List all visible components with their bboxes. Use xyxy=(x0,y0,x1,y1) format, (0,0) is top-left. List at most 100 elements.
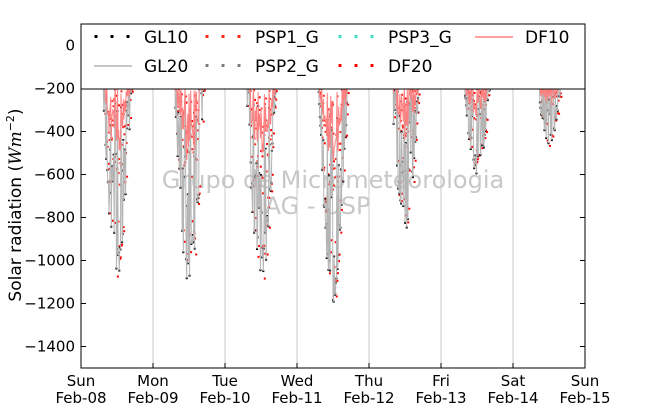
df20-point xyxy=(340,208,343,211)
psp1-point xyxy=(401,93,404,96)
df20-point xyxy=(115,94,118,97)
psp1-point xyxy=(477,113,480,116)
psp1-point xyxy=(113,98,116,101)
df20-point xyxy=(190,251,193,254)
psp1-point xyxy=(319,93,322,96)
df20-point xyxy=(121,103,124,106)
df20-point xyxy=(271,190,274,193)
psp1-point xyxy=(269,138,272,141)
y-axis-label-text: Solar radiation ( xyxy=(6,165,26,302)
df20-point xyxy=(397,159,400,162)
psp1-point xyxy=(265,97,268,100)
df20-point xyxy=(338,253,341,256)
df20-point xyxy=(263,277,266,280)
psp1-point xyxy=(122,126,125,129)
df20-point xyxy=(110,138,113,141)
psp1-point xyxy=(337,180,340,183)
df20-point xyxy=(418,102,421,105)
x-tick-label-day: Sat xyxy=(501,372,526,390)
psp1-point xyxy=(108,138,111,141)
psp1-point xyxy=(332,167,335,170)
legend-label: GL20 xyxy=(144,57,188,77)
psp1-point xyxy=(258,109,261,112)
df20-point xyxy=(186,258,189,261)
df20-point xyxy=(183,240,186,243)
psp1-point xyxy=(191,148,194,151)
df20-point xyxy=(272,146,275,149)
df20-point xyxy=(125,141,128,144)
legend-marker-swatch xyxy=(94,35,98,38)
y-tick-label: −1200 xyxy=(24,295,75,313)
legend-marker-swatch xyxy=(370,64,374,67)
x-tick-label-date: Feb-14 xyxy=(487,389,538,407)
df20-point xyxy=(185,101,188,104)
df20-point xyxy=(334,241,337,244)
psp1-point xyxy=(250,107,253,110)
psp1-point xyxy=(397,127,400,130)
df20-point xyxy=(330,239,333,242)
y-tick-label: −400 xyxy=(34,123,75,141)
df20-point xyxy=(258,244,261,247)
df20-point xyxy=(400,200,403,203)
psp1-point xyxy=(400,129,403,132)
df20-point xyxy=(111,219,114,222)
df20-point xyxy=(401,192,404,195)
y-axis-label-close: ) xyxy=(6,108,26,115)
legend-item-df20: DF20 xyxy=(338,57,433,77)
df20-point xyxy=(481,147,484,150)
psp1-point xyxy=(111,124,114,127)
df20-point xyxy=(484,137,487,140)
df20-point xyxy=(556,112,559,115)
df20-point xyxy=(266,253,269,256)
legend-box xyxy=(80,23,586,90)
df20-point xyxy=(131,90,134,93)
df20-point xyxy=(486,130,489,133)
y-tick-label: −800 xyxy=(34,209,75,227)
legend-marker-swatch xyxy=(221,64,225,67)
df20-point xyxy=(408,169,411,172)
df20-point xyxy=(336,279,339,282)
legend-marker-swatch xyxy=(338,64,342,67)
df20-point xyxy=(346,134,349,137)
psp1-point xyxy=(254,143,257,146)
legend-marker-swatch xyxy=(237,35,241,38)
x-tick-label-day: Sun xyxy=(67,372,96,390)
psp1-point xyxy=(261,177,264,180)
df20-point xyxy=(122,226,125,229)
psp1-point xyxy=(251,136,254,139)
df20-point xyxy=(319,91,322,94)
df20-point xyxy=(557,99,560,102)
df20-point xyxy=(336,272,339,275)
df20-point xyxy=(123,230,126,233)
df20-point xyxy=(560,95,563,98)
df20-point xyxy=(471,145,474,148)
df20-point xyxy=(256,165,259,168)
psp1-point xyxy=(467,102,470,105)
y-axis: 0 −200 −400 −600 −800 −1000 −1200 −1400 xyxy=(24,37,585,356)
psp1-point xyxy=(321,119,324,122)
df20-point xyxy=(398,194,401,197)
x-tick-label-day: Fri xyxy=(432,372,450,390)
psp1-point xyxy=(194,105,197,108)
x-tick-label-day: Wed xyxy=(281,372,314,390)
df20-point xyxy=(403,170,406,173)
psp1-point xyxy=(330,126,333,129)
psp1-point xyxy=(555,95,558,98)
y-tick-label: −600 xyxy=(34,166,75,184)
x-tick-label-date: Feb-08 xyxy=(55,389,106,407)
df20-point xyxy=(272,132,275,135)
psp1-point xyxy=(117,171,120,174)
x-tick-label-date: Feb-09 xyxy=(127,389,178,407)
legend-marker-swatch xyxy=(110,35,114,38)
df20-point xyxy=(191,120,194,123)
df20-point xyxy=(346,113,349,116)
x-axis: SunFeb-08MonFeb-09TueFeb-10WedFeb-11ThuF… xyxy=(55,363,611,407)
legend-item-psp1-g: PSP1_G xyxy=(205,28,319,48)
df20-point xyxy=(268,226,271,229)
df20-point xyxy=(408,207,411,210)
legend-label: PSP2_G xyxy=(255,57,319,77)
df20-point xyxy=(473,91,476,94)
legend-label: DF10 xyxy=(525,28,570,48)
df20-point xyxy=(411,90,414,93)
